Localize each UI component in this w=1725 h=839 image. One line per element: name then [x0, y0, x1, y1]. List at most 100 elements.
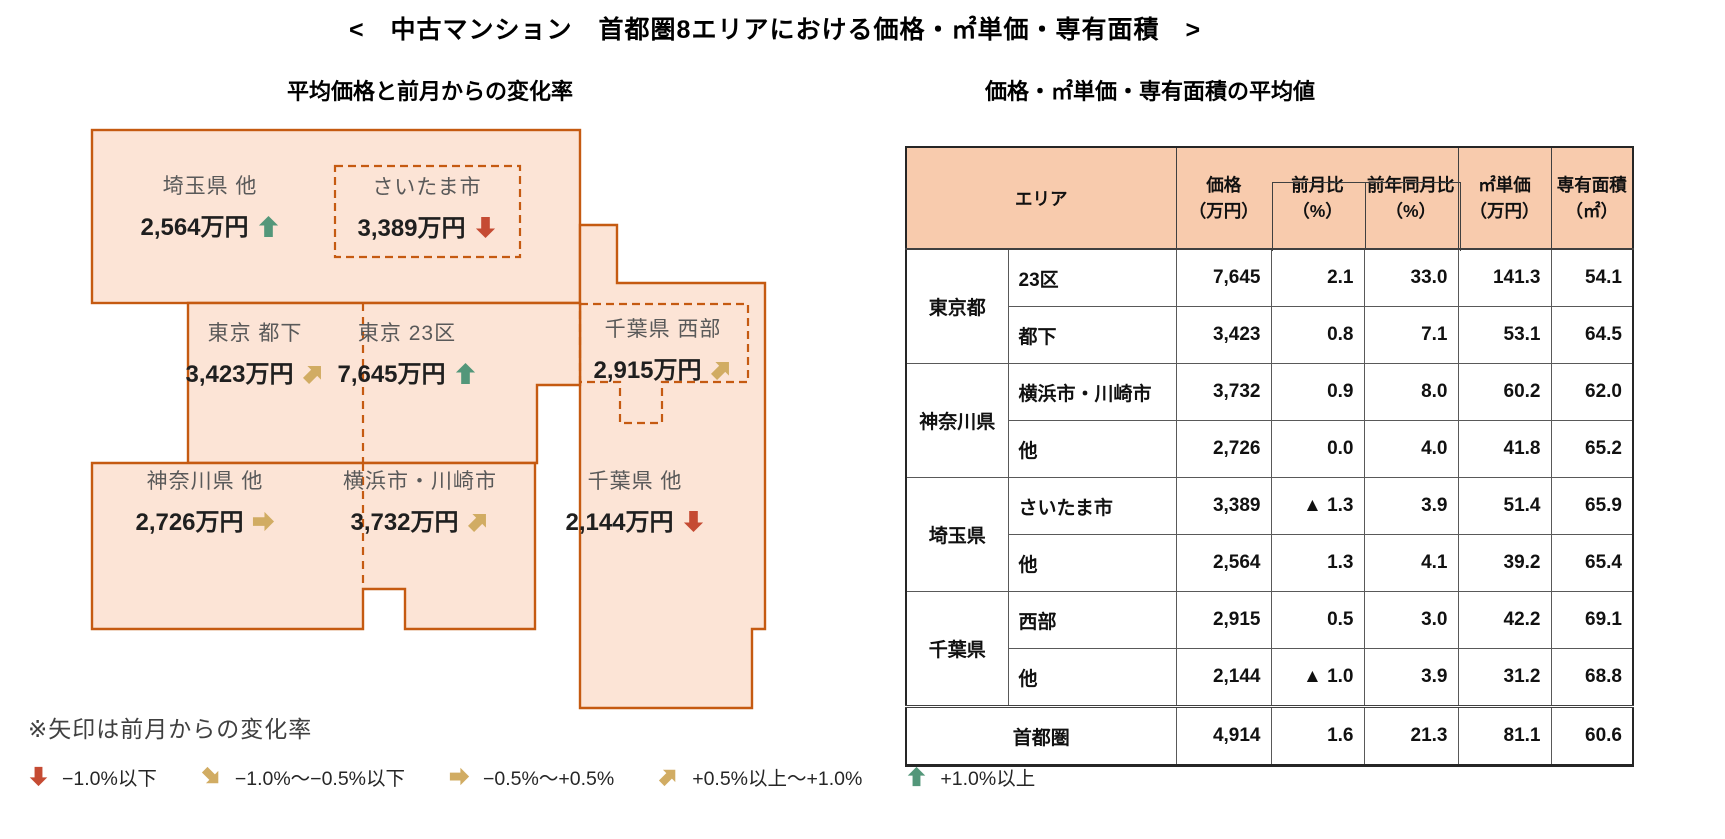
pref-cell: 神奈川県 [905, 363, 1009, 478]
pref-cell: 東京都 [905, 248, 1009, 364]
price-cell: 3,389 [1175, 477, 1272, 535]
area-cell: 他 [1007, 648, 1177, 707]
size-cell: 62.0 [1550, 363, 1634, 421]
header-mom-line2: （%） [1292, 201, 1343, 221]
size-cell: 65.2 [1550, 420, 1634, 478]
mom-cell: 0.0 [1270, 420, 1365, 478]
region-chiba-other: 千葉県 他 2,144万円 [515, 465, 755, 537]
size-cell: 54.1 [1550, 248, 1634, 307]
mom-cell: ▲ 1.0 [1270, 648, 1365, 707]
legend-item: +1.0%以上 [906, 762, 1035, 791]
region-name: 千葉県 他 [587, 470, 683, 493]
header-size-line2: （㎡） [1565, 201, 1619, 221]
up-arrow-icon [257, 215, 280, 238]
size-cell: 65.4 [1550, 534, 1634, 592]
area-cell: 都下 [1007, 306, 1177, 364]
price-cell: 4,914 [1175, 705, 1272, 766]
legend-label: −0.5%～+0.5% [483, 768, 615, 790]
legend-label: −1.0%以下 [62, 768, 157, 790]
region-price: 3,732万円 [350, 509, 459, 536]
legend-label: +1.0%以上 [940, 768, 1036, 790]
pref-cell: 千葉県 [905, 591, 1009, 707]
total-label-cell: 首都圏 [905, 705, 1177, 766]
region-name: 神奈川県 他 [146, 470, 264, 493]
header-mom: 前月比 （%） [1271, 147, 1364, 250]
table-row: 神奈川県 横浜市・川崎市 3,732 0.9 8.0 60.2 62.0 [905, 363, 1634, 478]
price-cell: 2,144 [1175, 648, 1272, 707]
header-area: エリア [906, 147, 1176, 250]
down-arrow-icon [682, 510, 705, 533]
down-arrow-icon [474, 216, 497, 239]
stats-table-wrap: エリア 価格 （万円） 前月比 （%） 前年同月比 （%） ㎡単価 [905, 146, 1634, 767]
legend-item: −1.0%以下 [28, 762, 157, 791]
up-right-arrow-icon [710, 358, 733, 381]
unit-cell: 141.3 [1457, 248, 1552, 307]
price-cell: 2,915 [1175, 591, 1272, 649]
header-unit-line1: ㎡単価 [1478, 175, 1531, 195]
yoy-cell: 7.1 [1363, 306, 1459, 364]
yoy-cell: 21.3 [1363, 705, 1459, 766]
table-row: 他 2,564 1.3 4.1 39.2 65.4 [906, 534, 1634, 592]
table-row: 他 2,726 0.0 4.0 41.8 65.2 [906, 420, 1634, 478]
region-tokyo-23ku: 東京 23区 7,645万円 [287, 317, 527, 389]
header-size-line1: 専有面積 [1556, 175, 1627, 195]
header-price: 価格 （万円） [1175, 147, 1271, 250]
yoy-cell: 4.0 [1363, 420, 1459, 478]
yoy-cell: 4.1 [1363, 534, 1459, 592]
page-title: < 中古マンション 首都圏8エリアにおける価格・㎡単価・専有面積 > [348, 16, 1202, 44]
price-cell: 2,726 [1175, 420, 1272, 478]
table-row: 東京都 23区 7,645 2.1 33.0 141.3 54.1 [905, 248, 1634, 364]
yoy-cell: 33.0 [1363, 248, 1459, 307]
region-price: 2,915万円 [593, 357, 702, 384]
area-cell: さいたま市 [1007, 477, 1177, 535]
header-yoy: 前年同月比 （%） [1364, 147, 1458, 250]
price-cell: 7,645 [1175, 248, 1272, 307]
unit-cell: 31.2 [1457, 648, 1552, 707]
pref-cell: 埼玉県 [905, 477, 1009, 592]
region-name: 東京 23区 [357, 322, 457, 345]
legend-item: −1.0%～−0.5%以下 [201, 762, 405, 791]
region-price: 2,144万円 [565, 509, 674, 536]
mom-cell: ▲ 1.3 [1270, 477, 1365, 535]
header-mom-line1: 前月比 [1291, 175, 1344, 195]
mom-cell: 1.3 [1270, 534, 1365, 592]
region-kanagawa-other: 神奈川県 他 2,726万円 [85, 465, 325, 537]
region-tokyo-tama: 東京 都下 3,423万円 [135, 317, 375, 389]
header-size: 専有面積 （㎡） [1550, 147, 1633, 250]
area-cell: 23区 [1007, 248, 1177, 307]
legend-item: −0.5%～+0.5% [449, 762, 614, 791]
region-name: さいたま市 [372, 176, 482, 199]
arrow-legend: −1.0%以下 −1.0%～−0.5%以下 −0.5%～+0.5% +0.5%以… [28, 762, 1035, 791]
size-cell: 65.9 [1550, 477, 1634, 535]
price-cell: 3,423 [1175, 306, 1272, 364]
yoy-cell: 3.9 [1363, 648, 1459, 707]
region-price: 3,423万円 [185, 361, 294, 388]
price-cell: 3,732 [1175, 363, 1272, 421]
down-arrow-icon [28, 766, 49, 787]
up-right-arrow-icon [302, 362, 325, 385]
region-saitama-other: 埼玉県 他 2,564万円 [90, 170, 330, 242]
up-right-arrow-icon [658, 766, 679, 787]
region-name: 横浜市・川崎市 [343, 470, 497, 493]
unit-cell: 60.2 [1457, 363, 1552, 421]
header-yoy-line1: 前年同月比 [1367, 175, 1455, 195]
size-cell: 60.6 [1550, 705, 1634, 766]
unit-cell: 51.4 [1457, 477, 1552, 535]
region-price: 7,645万円 [337, 361, 446, 388]
table-header-row: エリア 価格 （万円） 前月比 （%） 前年同月比 （%） ㎡単価 [906, 147, 1633, 250]
region-chiba-west: 千葉県 西部 2,915万円 [543, 313, 783, 385]
region-shape-saitama-city [333, 164, 522, 259]
mom-cell: 1.6 [1270, 705, 1365, 766]
area-map: 埼玉県 他 2,564万円 さいたま市 3,389万円 東京 都下 3,423万… [85, 120, 775, 720]
right-arrow-icon [449, 766, 470, 787]
region-price: 2,726万円 [135, 509, 244, 536]
unit-cell: 53.1 [1457, 306, 1552, 364]
area-cell: 横浜市・川崎市 [1007, 363, 1177, 421]
size-cell: 69.1 [1550, 591, 1634, 649]
region-name: 千葉県 西部 [604, 318, 722, 341]
map-title: 平均価格と前月からの変化率 [286, 79, 573, 104]
mom-cell: 0.8 [1270, 306, 1365, 364]
region-price: 2,564万円 [140, 214, 249, 241]
map-shapes [90, 128, 767, 710]
